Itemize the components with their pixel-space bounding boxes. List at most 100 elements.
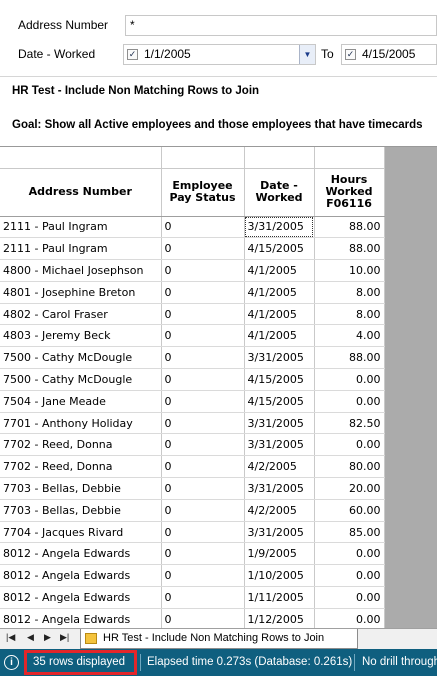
last-sheet-icon[interactable]: ▶| <box>60 632 70 642</box>
cell-pay-status[interactable]: 0 <box>161 303 245 326</box>
cell-address[interactable]: 7500 - Cathy McDougle <box>0 346 162 370</box>
table-row[interactable]: 7703 - Bellas, Debbie 0 4/2/2005 60.00 <box>0 499 385 522</box>
cell-pay-status[interactable]: 0 <box>161 608 245 628</box>
cell-hours-worked[interactable]: 8.00 <box>314 281 385 304</box>
cell-date-worked[interactable]: 3/31/2005 <box>244 433 315 457</box>
cell-date-worked[interactable]: 3/31/2005 <box>244 346 315 370</box>
cell-pay-status[interactable]: 0 <box>161 390 245 413</box>
cell-date-worked[interactable]: 4/1/2005 <box>244 324 315 348</box>
cell-date-worked[interactable]: 3/31/2005 <box>244 477 315 500</box>
cell-date-worked[interactable]: 3/31/2005 <box>244 216 315 239</box>
cell-pay-status[interactable]: 0 <box>161 324 245 348</box>
table-row[interactable]: 7701 - Anthony Holiday 0 3/31/2005 82.50 <box>0 412 385 435</box>
cell-date-worked[interactable]: 1/9/2005 <box>244 542 315 566</box>
cell-hours-worked[interactable]: 4.00 <box>314 324 385 348</box>
cell-hours-worked[interactable]: 0.00 <box>314 542 385 566</box>
cell-address[interactable]: 8012 - Angela Edwards <box>0 608 162 628</box>
cell-date-worked[interactable]: 4/15/2005 <box>244 390 315 413</box>
cell-address[interactable]: 7704 - Jacques Rivard <box>0 521 162 544</box>
sheet-tab[interactable]: HR Test - Include Non Matching Rows to J… <box>80 629 358 649</box>
cell-address[interactable]: 4801 - Josephine Breton <box>0 281 162 304</box>
cell-date-worked[interactable]: 1/12/2005 <box>244 608 315 628</box>
table-row[interactable]: 7500 - Cathy McDougle 0 4/15/2005 0.00 <box>0 368 385 391</box>
cell-pay-status[interactable]: 0 <box>161 412 245 435</box>
table-row[interactable]: 7500 - Cathy McDougle 0 3/31/2005 88.00 <box>0 346 385 370</box>
table-row[interactable]: 7704 - Jacques Rivard 0 3/31/2005 85.00 <box>0 521 385 544</box>
filter-cell-date[interactable] <box>244 147 315 169</box>
cell-hours-worked[interactable]: 88.00 <box>314 346 385 370</box>
address-number-input[interactable]: * <box>125 15 437 36</box>
cell-date-worked[interactable]: 1/10/2005 <box>244 564 315 588</box>
table-row[interactable]: 4801 - Josephine Breton 0 4/1/2005 8.00 <box>0 281 385 304</box>
cell-hours-worked[interactable]: 88.00 <box>314 216 385 239</box>
cell-pay-status[interactable]: 0 <box>161 368 245 391</box>
cell-date-worked[interactable]: 4/2/2005 <box>244 455 315 479</box>
cell-hours-worked[interactable]: 82.50 <box>314 412 385 435</box>
filter-cell-status[interactable] <box>161 147 245 169</box>
cell-date-worked[interactable]: 4/1/2005 <box>244 303 315 326</box>
cell-address[interactable]: 8012 - Angela Edwards <box>0 564 162 588</box>
cell-date-worked[interactable]: 1/11/2005 <box>244 586 315 609</box>
cell-pay-status[interactable]: 0 <box>161 281 245 304</box>
cell-hours-worked[interactable]: 0.00 <box>314 433 385 457</box>
cell-address[interactable]: 4803 - Jeremy Beck <box>0 324 162 348</box>
cell-address[interactable]: 8012 - Angela Edwards <box>0 542 162 566</box>
cell-address[interactable]: 7500 - Cathy McDougle <box>0 368 162 391</box>
cell-date-worked[interactable]: 4/1/2005 <box>244 259 315 282</box>
header-employee-pay-status[interactable]: Employee Pay Status <box>161 168 245 217</box>
cell-date-worked[interactable]: 4/2/2005 <box>244 499 315 522</box>
cell-pay-status[interactable]: 0 <box>161 259 245 282</box>
cell-date-worked[interactable]: 4/15/2005 <box>244 368 315 391</box>
cell-hours-worked[interactable]: 20.00 <box>314 477 385 500</box>
cell-pay-status[interactable]: 0 <box>161 586 245 609</box>
cell-hours-worked[interactable]: 8.00 <box>314 303 385 326</box>
header-hours-worked[interactable]: Hours Worked F06116 <box>314 168 385 217</box>
cell-pay-status[interactable]: 0 <box>161 564 245 588</box>
cell-hours-worked[interactable]: 0.00 <box>314 564 385 588</box>
cell-address[interactable]: 7703 - Bellas, Debbie <box>0 477 162 500</box>
header-date-worked[interactable]: Date - Worked <box>244 168 315 217</box>
cell-hours-worked[interactable]: 0.00 <box>314 368 385 391</box>
date-from-dropdown-icon[interactable]: ▼ <box>299 45 315 64</box>
cell-pay-status[interactable]: 0 <box>161 499 245 522</box>
info-icon[interactable]: i <box>4 655 19 670</box>
cell-address[interactable]: 7701 - Anthony Holiday <box>0 412 162 435</box>
cell-address[interactable]: 8012 - Angela Edwards <box>0 586 162 609</box>
table-row[interactable]: 4800 - Michael Josephson 0 4/1/2005 10.00 <box>0 259 385 282</box>
cell-hours-worked[interactable]: 88.00 <box>314 237 385 261</box>
filter-cell-address[interactable] <box>0 147 162 169</box>
date-to-field[interactable]: ✓ 4/15/2005 <box>341 44 437 65</box>
table-row[interactable]: 4802 - Carol Fraser 0 4/1/2005 8.00 <box>0 303 385 326</box>
cell-hours-worked[interactable]: 0.00 <box>314 390 385 413</box>
cell-hours-worked[interactable]: 0.00 <box>314 586 385 609</box>
cell-pay-status[interactable]: 0 <box>161 455 245 479</box>
cell-address[interactable]: 4800 - Michael Josephson <box>0 259 162 282</box>
table-row[interactable]: 8012 - Angela Edwards 0 1/11/2005 0.00 <box>0 586 385 609</box>
first-sheet-icon[interactable]: |◀ <box>6 632 16 642</box>
table-row[interactable]: 4803 - Jeremy Beck 0 4/1/2005 4.00 <box>0 324 385 348</box>
table-row[interactable]: 8012 - Angela Edwards 0 1/12/2005 0.00 <box>0 608 385 628</box>
date-to-checkbox[interactable]: ✓ <box>345 49 356 60</box>
date-from-field[interactable]: ✓ 1/1/2005 ▼ <box>123 44 316 65</box>
cell-date-worked[interactable]: 4/1/2005 <box>244 281 315 304</box>
cell-hours-worked[interactable]: 80.00 <box>314 455 385 479</box>
cell-address[interactable]: 4802 - Carol Fraser <box>0 303 162 326</box>
cell-pay-status[interactable]: 0 <box>161 477 245 500</box>
prev-sheet-icon[interactable]: ◀ <box>27 632 34 642</box>
cell-date-worked[interactable]: 3/31/2005 <box>244 412 315 435</box>
cell-address[interactable]: 7504 - Jane Meade <box>0 390 162 413</box>
next-sheet-icon[interactable]: ▶ <box>44 632 51 642</box>
cell-hours-worked[interactable]: 0.00 <box>314 608 385 628</box>
header-address-number[interactable]: Address Number <box>0 168 162 217</box>
date-from-checkbox[interactable]: ✓ <box>127 49 138 60</box>
cell-pay-status[interactable]: 0 <box>161 542 245 566</box>
filter-cell-hours[interactable] <box>314 147 385 169</box>
cell-pay-status[interactable]: 0 <box>161 521 245 544</box>
table-row[interactable]: 8012 - Angela Edwards 0 1/9/2005 0.00 <box>0 542 385 566</box>
table-row[interactable]: 7703 - Bellas, Debbie 0 3/31/2005 20.00 <box>0 477 385 500</box>
cell-address[interactable]: 2111 - Paul Ingram <box>0 237 162 261</box>
cell-hours-worked[interactable]: 10.00 <box>314 259 385 282</box>
table-row[interactable]: 2111 - Paul Ingram 0 4/15/2005 88.00 <box>0 237 385 261</box>
cell-address[interactable]: 7703 - Bellas, Debbie <box>0 499 162 522</box>
table-row[interactable]: 7702 - Reed, Donna 0 3/31/2005 0.00 <box>0 433 385 457</box>
